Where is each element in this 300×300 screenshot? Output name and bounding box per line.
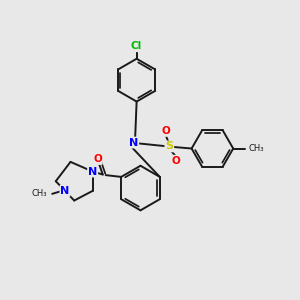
Text: N: N <box>88 167 97 176</box>
Text: O: O <box>172 156 180 166</box>
Text: N: N <box>60 186 70 196</box>
Text: S: S <box>165 141 173 152</box>
Text: O: O <box>161 126 170 136</box>
Text: N: N <box>129 138 138 148</box>
Text: Cl: Cl <box>131 41 142 51</box>
Text: CH₃: CH₃ <box>248 144 264 153</box>
Text: CH₃: CH₃ <box>32 189 47 198</box>
Text: O: O <box>93 154 102 164</box>
